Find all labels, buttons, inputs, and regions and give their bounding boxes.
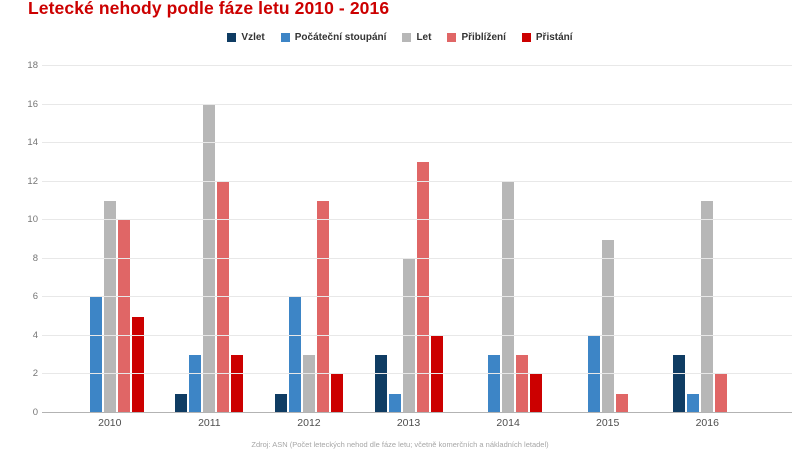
source-note: Zdroj: ASN (Počet leteckých nehod dle fá… xyxy=(251,440,549,449)
legend-swatch-icon xyxy=(402,33,412,42)
legend-item-pristani[interactable]: Přistání xyxy=(521,32,573,43)
gridline-0 xyxy=(42,412,792,413)
y-tick-label-2: 2 xyxy=(32,368,38,380)
chart-title: Letecké nehody podle fáze letu 2010 - 20… xyxy=(28,0,390,18)
bar-group-2010 xyxy=(60,66,160,413)
legend-label: Let xyxy=(416,32,432,43)
legend-item-pocatecni-stoupani[interactable]: Počáteční stoupání xyxy=(280,32,387,43)
x-axis-labels: 2010 2011 2012 2013 2014 2015 2016 xyxy=(60,417,757,429)
bar-2012-pocatecni-stoupani[interactable] xyxy=(288,297,301,413)
y-tick-label-0: 0 xyxy=(32,407,38,418)
bar-2010-priblizeni[interactable] xyxy=(117,220,130,413)
grid-area xyxy=(42,65,792,413)
bar-group-2013 xyxy=(359,66,459,413)
bar-2014-pocatecni-stoupani[interactable] xyxy=(488,355,501,413)
bar-2012-let[interactable] xyxy=(302,355,315,413)
x-tick-label-2015: 2015 xyxy=(596,417,620,429)
y-tick-label-10: 10 xyxy=(27,214,38,226)
gridline-10 xyxy=(42,219,792,221)
x-tick-label-2011: 2011 xyxy=(198,417,221,429)
y-tick-label-16: 16 xyxy=(27,98,38,110)
y-axis-labels: 0 2 4 6 8 10 12 14 16 18 xyxy=(0,61,38,418)
bar-2011-pristani[interactable] xyxy=(231,355,244,413)
x-tick-label-2016: 2016 xyxy=(695,417,719,429)
legend-swatch-icon xyxy=(227,33,237,42)
y-tick-label-8: 8 xyxy=(32,252,38,264)
legend-label: Počáteční stoupání xyxy=(294,32,387,43)
legend-item-vzlet[interactable]: Vzlet xyxy=(227,32,265,43)
bar-2016-let[interactable] xyxy=(701,200,714,413)
bar-2012-pristani[interactable] xyxy=(330,374,343,413)
x-tick-label-2013: 2013 xyxy=(396,417,421,429)
bar-2015-priblizeni[interactable] xyxy=(615,393,628,413)
x-tick-label-2012: 2012 xyxy=(297,417,321,429)
gridline-4 xyxy=(42,334,792,336)
legend-label: Přiblížení xyxy=(461,32,506,43)
y-tick-label-14: 14 xyxy=(27,137,38,149)
bar-group-2015 xyxy=(558,66,658,413)
bar-2010-pristani[interactable] xyxy=(131,316,144,413)
bar-2016-vzlet[interactable] xyxy=(673,355,686,413)
legend-item-priblizeni[interactable]: Přiblížení xyxy=(447,32,506,43)
bar-2011-vzlet[interactable] xyxy=(175,393,188,413)
bar-group-2012 xyxy=(259,66,359,413)
legend: Vzlet Počáteční stoupání Let Přiblížení Přis… xyxy=(0,32,800,43)
bar-2014-priblizeni[interactable] xyxy=(516,355,529,413)
gridline-8 xyxy=(42,257,792,259)
gridline-6 xyxy=(42,296,792,298)
bar-2013-let[interactable] xyxy=(402,258,415,413)
legend-label: Přistání xyxy=(535,32,573,43)
legend-label: Vzlet xyxy=(241,32,265,43)
legend-swatch-icon xyxy=(280,33,290,42)
y-tick-label-18: 18 xyxy=(27,60,38,71)
bar-2015-let[interactable] xyxy=(601,239,614,413)
gridline-14 xyxy=(42,142,792,144)
bar-2011-let[interactable] xyxy=(203,104,216,413)
bar-2013-priblizeni[interactable] xyxy=(416,162,429,413)
bar-2014-pristani[interactable] xyxy=(530,374,543,413)
bar-2010-let[interactable] xyxy=(103,200,116,413)
bar-2016-priblizeni[interactable] xyxy=(715,374,728,413)
bar-2012-vzlet[interactable] xyxy=(274,393,287,413)
gridline-18 xyxy=(42,65,792,66)
bars-layer xyxy=(60,66,757,413)
y-tick-label-6: 6 xyxy=(32,291,38,303)
gridline-2 xyxy=(42,373,792,375)
bar-2012-priblizeni[interactable] xyxy=(316,200,329,413)
bar-2013-pocatecni-stoupani[interactable] xyxy=(388,393,401,413)
gridline-12 xyxy=(42,180,792,182)
legend-swatch-icon xyxy=(521,33,531,42)
bar-group-2014 xyxy=(458,66,558,413)
x-tick-label-2010: 2010 xyxy=(98,417,122,429)
legend-item-let[interactable]: Let xyxy=(402,32,431,43)
bar-2013-vzlet[interactable] xyxy=(374,355,387,413)
bar-group-2011 xyxy=(160,66,260,413)
x-tick-label-2014: 2014 xyxy=(496,417,520,429)
bar-2011-pocatecni-stoupani[interactable] xyxy=(189,355,202,413)
bar-group-2016 xyxy=(657,66,757,413)
bar-2010-pocatecni-stoupani[interactable] xyxy=(89,297,102,413)
y-tick-label-12: 12 xyxy=(27,175,38,187)
y-tick-label-4: 4 xyxy=(32,329,38,341)
legend-swatch-icon xyxy=(447,33,457,42)
gridline-16 xyxy=(42,103,792,105)
bar-2016-pocatecni-stoupani[interactable] xyxy=(687,393,700,413)
